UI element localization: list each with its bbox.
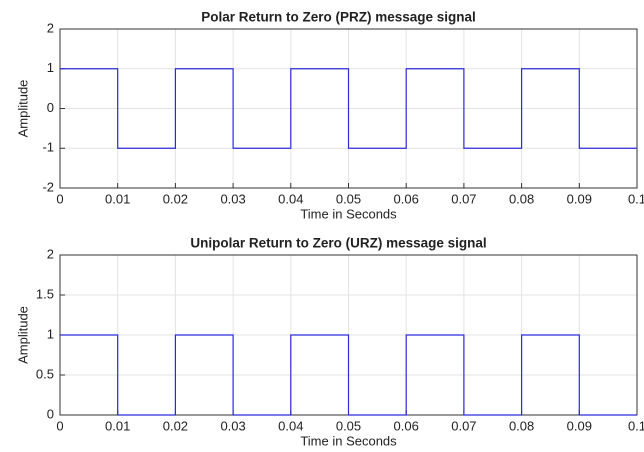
chart-title: Polar Return to Zero (PRZ) message signa… <box>201 10 476 25</box>
y-tick-label: 1.5 <box>36 286 54 301</box>
x-tick-label: 0.04 <box>278 191 303 206</box>
x-tick-label: 0.1 <box>628 191 644 206</box>
x-tick-label: 0.02 <box>163 191 188 206</box>
x-tick-label: 0.03 <box>220 418 245 433</box>
signal-line <box>60 68 637 149</box>
y-tick-label: 1 <box>47 60 54 75</box>
y-tick-label: -1 <box>42 140 54 155</box>
y-tick-label: 0 <box>47 100 54 115</box>
y-axis-label: Amplitude <box>15 306 30 364</box>
y-tick-label: 0.5 <box>36 366 54 381</box>
x-tick-label: 0.05 <box>336 418 361 433</box>
x-tick-label: 0.1 <box>628 418 644 433</box>
axes-box <box>59 28 638 189</box>
x-tick-label: 0.05 <box>336 191 361 206</box>
x-tick-label: 0.08 <box>509 418 534 433</box>
y-tick-label: 2 <box>47 20 54 35</box>
signal-line <box>60 334 637 416</box>
x-tick-label: 0 <box>56 191 63 206</box>
x-tick-label: 0.06 <box>394 191 419 206</box>
x-tick-label: 0.03 <box>220 191 245 206</box>
y-tick-label: 1 <box>47 326 54 341</box>
x-tick-label: 0.09 <box>567 418 592 433</box>
y-tick-label: 2 <box>47 246 54 261</box>
x-tick-label: 0.01 <box>105 418 130 433</box>
x-tick-label: 0.07 <box>451 191 476 206</box>
x-axis-label: Time in Seconds <box>300 433 397 448</box>
y-axis-label: Amplitude <box>15 80 30 138</box>
chart-title: Unipolar Return to Zero (URZ) message si… <box>190 236 486 251</box>
x-tick-label: 0.08 <box>509 191 534 206</box>
x-tick-label: 0.01 <box>105 191 130 206</box>
x-axis-label: Time in Seconds <box>300 206 397 221</box>
y-tick-label: 0 <box>47 406 54 421</box>
x-tick-label: 0.02 <box>163 418 188 433</box>
y-tick-label: -2 <box>42 179 54 194</box>
x-tick-label: 0.06 <box>394 418 419 433</box>
x-tick-label: 0.09 <box>567 191 592 206</box>
x-tick-label: 0 <box>56 418 63 433</box>
x-tick-label: 0.04 <box>278 418 303 433</box>
x-tick-label: 0.07 <box>451 418 476 433</box>
